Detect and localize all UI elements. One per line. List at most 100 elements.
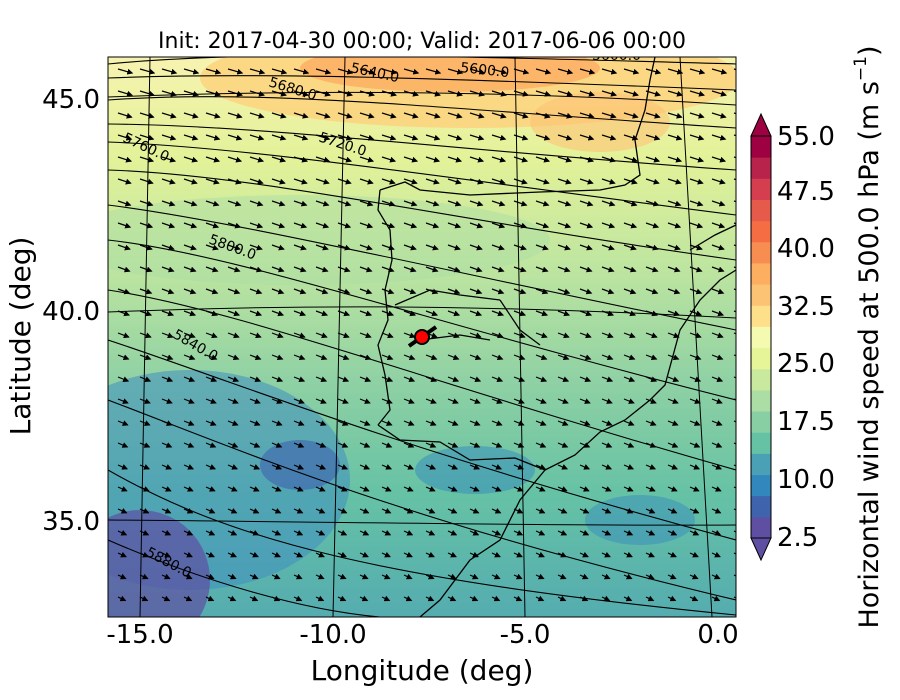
wind-arrow xyxy=(535,464,547,470)
wind-arrow xyxy=(601,222,616,229)
map-area: 5600.0 5640.0 5680.0 5720.0 5760.0 5800.… xyxy=(108,57,736,617)
wind-arrow xyxy=(447,68,464,75)
wind-arrow xyxy=(513,222,528,229)
wind-arrow xyxy=(315,573,325,580)
wind-arrow xyxy=(447,464,459,470)
wind-arrow xyxy=(337,595,347,602)
wind-arrow xyxy=(183,442,195,448)
wind-arrow xyxy=(139,266,153,273)
wind-arrow xyxy=(689,90,705,97)
wind-arrow xyxy=(205,244,219,251)
wind-arrow xyxy=(139,595,149,602)
wind-arrow xyxy=(689,573,699,580)
wind-arrow xyxy=(161,464,173,470)
wind-arrow xyxy=(579,486,590,492)
wind-arrow xyxy=(447,508,458,514)
wind-arrow xyxy=(381,310,395,317)
wind-arrow xyxy=(645,156,661,163)
wind-arrow xyxy=(667,551,677,558)
colorbar-frame xyxy=(750,135,772,539)
wind-arrow xyxy=(491,288,505,295)
wind-arrow xyxy=(205,90,221,97)
wind-arrow xyxy=(381,508,392,514)
wind-arrow xyxy=(381,112,397,119)
wind-arrow xyxy=(403,420,415,426)
wind-arrow xyxy=(271,464,283,470)
wind-arrow xyxy=(535,398,547,404)
wind-arrow xyxy=(425,573,435,580)
wind-arrow xyxy=(447,332,460,339)
wind-arrow xyxy=(711,200,726,207)
wind-arrow xyxy=(667,332,680,339)
wind-arrow xyxy=(227,508,238,514)
wind-arrow xyxy=(667,288,681,295)
wind-arrow xyxy=(381,376,394,383)
wind-arrow xyxy=(491,595,501,602)
wind-arrow xyxy=(337,266,351,273)
wind-arrow xyxy=(711,464,723,470)
colorbar-ticks: 55.0 47.5 40.0 32.5 25.0 17.5 10.0 2.5 xyxy=(777,122,835,553)
wind-arrow xyxy=(425,508,436,514)
wind-arrow xyxy=(447,266,461,273)
wind-arrow xyxy=(711,595,721,602)
wind-arrow xyxy=(139,134,155,141)
wind-arrow xyxy=(711,529,722,536)
wind-arrow xyxy=(117,420,129,426)
wind-arrow xyxy=(513,508,524,514)
wind-arrow xyxy=(381,134,397,141)
wind-arrow xyxy=(293,266,307,273)
wind-arrow xyxy=(689,266,703,273)
wind-arrow xyxy=(447,244,461,251)
coastlines xyxy=(377,57,736,617)
wind-arrow xyxy=(557,376,570,383)
wind-arrow xyxy=(645,134,661,141)
wind-arrow xyxy=(491,486,502,492)
wind-arrow xyxy=(447,398,459,404)
graticule xyxy=(108,57,736,617)
wind-arrow xyxy=(645,529,656,536)
wind-arrow xyxy=(645,486,656,492)
wind-arrow xyxy=(623,332,636,339)
wind-arrow xyxy=(293,420,305,426)
wind-arrow xyxy=(469,112,485,119)
wind-arrow xyxy=(183,551,193,558)
wind-arrow xyxy=(315,464,327,470)
wind-arrow xyxy=(271,156,287,163)
wind-arrow xyxy=(491,442,503,448)
wind-arrow xyxy=(601,310,615,317)
wind-arrow xyxy=(733,595,736,602)
wind-arrow xyxy=(117,90,133,97)
wind-arrow xyxy=(293,222,308,229)
wind-arrow xyxy=(227,464,239,470)
wind-arrow xyxy=(293,508,304,514)
y-tick-label: 45.0 xyxy=(42,85,100,115)
wind-arrow xyxy=(579,551,589,558)
wind-arrow xyxy=(183,112,199,119)
wind-arrow xyxy=(249,310,263,317)
wind-arrow xyxy=(535,420,547,426)
wind-arrow xyxy=(271,266,285,273)
wind-arrow xyxy=(711,442,723,448)
wind-arrow xyxy=(557,288,571,295)
wind-arrow xyxy=(249,464,261,470)
wind-arrow xyxy=(183,310,197,317)
colorbar-tick-label: 10.0 xyxy=(777,465,835,495)
y-axis-label: Latitude (deg) xyxy=(4,237,37,436)
wind-arrow xyxy=(139,573,149,580)
wind-arrow xyxy=(337,288,351,295)
wind-arrow xyxy=(139,222,154,229)
wind-arrow xyxy=(271,244,285,251)
wind-arrow xyxy=(403,354,416,361)
wind-arrow xyxy=(381,529,392,536)
wind-arrow xyxy=(535,595,545,602)
wind-arrow xyxy=(557,573,567,580)
wind-arrow xyxy=(623,464,635,470)
wind-arrow xyxy=(403,398,415,404)
wind-arrow xyxy=(535,573,545,580)
wind-arrow xyxy=(403,310,417,317)
wind-arrow xyxy=(447,310,461,317)
wind-arrow xyxy=(271,90,287,97)
wind-arrow xyxy=(183,244,197,251)
wind-arrow xyxy=(359,595,369,602)
wind-arrow xyxy=(689,551,699,558)
